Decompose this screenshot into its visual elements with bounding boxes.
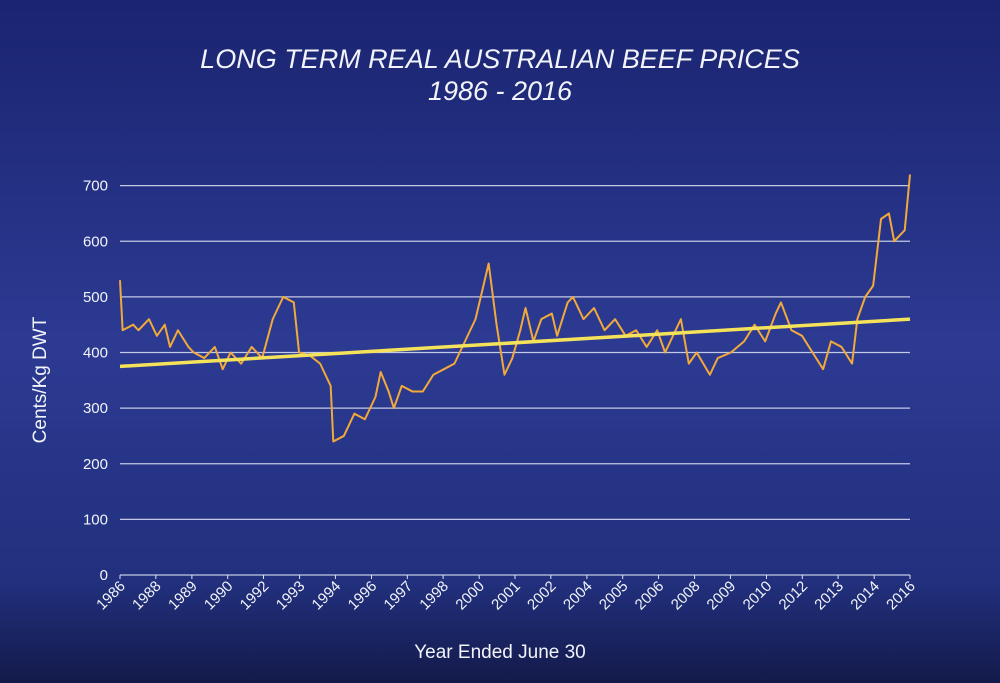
chart-subtitle: 1986 - 2016 [428, 76, 573, 106]
y-tick-label: 0 [100, 567, 108, 584]
y-tick-label: 400 [83, 345, 108, 362]
data-line [119, 174, 911, 443]
y-tick-label: 100 [83, 511, 108, 528]
chart-title: LONG TERM REAL AUSTRALIAN BEEF PRICES [200, 44, 800, 74]
data-line [119, 317, 911, 369]
y-tick-label: 300 [83, 400, 108, 417]
y-tick-label: 600 [83, 233, 108, 250]
y-tick-label: 500 [83, 289, 108, 306]
x-axis-title: Year Ended June 30 [414, 642, 586, 663]
y-tick-label: 700 [83, 178, 108, 195]
y-tick-label: 200 [83, 456, 108, 473]
y-axis-title: Cents/Kg DWT [30, 316, 51, 443]
